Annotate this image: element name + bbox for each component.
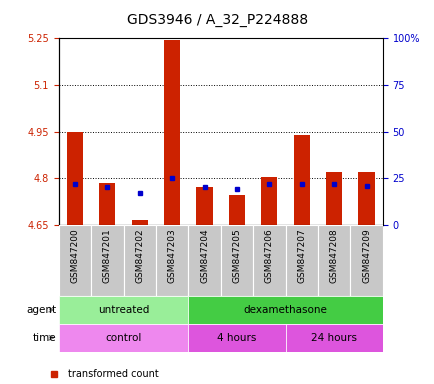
Text: GDS3946 / A_32_P224888: GDS3946 / A_32_P224888 <box>127 13 307 27</box>
Bar <box>228 195 244 225</box>
Text: transformed count: transformed count <box>68 369 158 379</box>
Text: GSM847208: GSM847208 <box>329 228 338 283</box>
Text: untreated: untreated <box>98 305 149 315</box>
Bar <box>67 132 83 225</box>
Bar <box>188 225 220 296</box>
Bar <box>59 296 188 324</box>
Bar <box>358 172 374 225</box>
Text: GSM847200: GSM847200 <box>70 228 79 283</box>
Bar <box>132 220 148 225</box>
Bar <box>91 225 123 296</box>
Bar <box>59 324 188 352</box>
Bar <box>350 225 382 296</box>
Bar <box>156 225 188 296</box>
Bar <box>99 183 115 225</box>
Text: control: control <box>105 333 141 343</box>
Text: GSM847202: GSM847202 <box>135 228 144 283</box>
Bar <box>123 225 155 296</box>
Text: GSM847209: GSM847209 <box>361 228 370 283</box>
Text: GSM847201: GSM847201 <box>102 228 112 283</box>
Bar <box>326 172 342 225</box>
Text: agent: agent <box>26 305 56 315</box>
Bar <box>293 135 309 225</box>
Bar <box>220 225 253 296</box>
Bar <box>188 296 382 324</box>
Bar <box>196 187 212 225</box>
Bar <box>285 225 317 296</box>
Bar <box>285 324 382 352</box>
Bar <box>317 225 350 296</box>
Bar <box>253 225 285 296</box>
Text: time: time <box>33 333 56 343</box>
Text: GSM847207: GSM847207 <box>296 228 306 283</box>
Bar <box>188 324 285 352</box>
Text: 4 hours: 4 hours <box>217 333 256 343</box>
Text: 24 hours: 24 hours <box>310 333 356 343</box>
Text: GSM847203: GSM847203 <box>167 228 176 283</box>
Text: GSM847204: GSM847204 <box>200 228 209 283</box>
Text: GSM847205: GSM847205 <box>232 228 241 283</box>
Bar <box>59 225 91 296</box>
Bar <box>261 177 277 225</box>
Text: GSM847206: GSM847206 <box>264 228 273 283</box>
Text: dexamethasone: dexamethasone <box>243 305 327 315</box>
Bar <box>164 40 180 225</box>
